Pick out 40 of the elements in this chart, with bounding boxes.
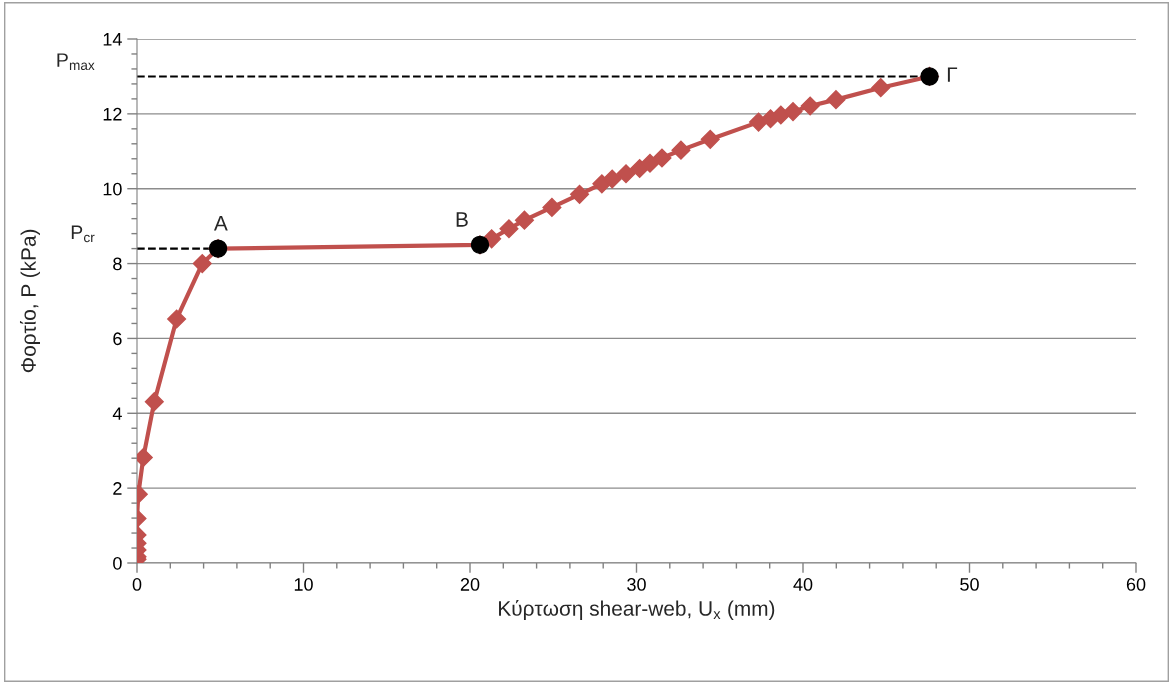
x-axis-title: Κύρτωση shear-web, U$_{x}$ (mm) xyxy=(499,599,775,620)
x-tick-label: 0 xyxy=(132,578,142,591)
y-tick-label: 2 xyxy=(113,482,122,495)
point xyxy=(652,148,672,168)
point xyxy=(871,78,891,98)
point xyxy=(499,219,519,239)
y-tick-label: 8 xyxy=(113,257,122,271)
point xyxy=(602,169,622,189)
x-tick-label: 20 xyxy=(460,578,480,591)
annotation: B xyxy=(456,212,468,227)
annotation: Γ xyxy=(947,67,958,82)
x-tick-label: 60 xyxy=(1126,578,1146,591)
y-tick-label: 0 xyxy=(113,556,122,570)
x-tick-label: 50 xyxy=(960,578,979,591)
point xyxy=(700,129,720,149)
y-tick-label: 4 xyxy=(112,407,122,420)
y-tick-label: 12 xyxy=(103,107,122,121)
ref-line-label: P$_{cr}$ xyxy=(71,225,95,243)
point xyxy=(167,309,187,329)
point xyxy=(826,90,846,110)
point xyxy=(192,254,212,274)
point xyxy=(671,140,691,160)
point xyxy=(800,96,820,116)
point xyxy=(570,184,590,204)
x-tick-label: 10 xyxy=(294,578,313,591)
point xyxy=(783,102,803,122)
point xyxy=(542,197,562,217)
x-tick-label: 30 xyxy=(627,578,646,591)
x-tick-label: 40 xyxy=(793,578,813,591)
y-tick-label: 14 xyxy=(103,33,122,46)
y-tick-label: 10 xyxy=(103,182,122,196)
point xyxy=(640,153,660,173)
point xyxy=(616,164,636,184)
y-tick-label: 6 xyxy=(113,332,122,346)
point xyxy=(144,392,164,412)
ref-line-label: P$_{max}$ xyxy=(57,53,95,71)
annotation: A xyxy=(213,216,228,231)
point xyxy=(514,210,534,230)
point xyxy=(749,112,769,132)
y-axis-title: Φορτίο, P (kPa) xyxy=(19,229,40,373)
